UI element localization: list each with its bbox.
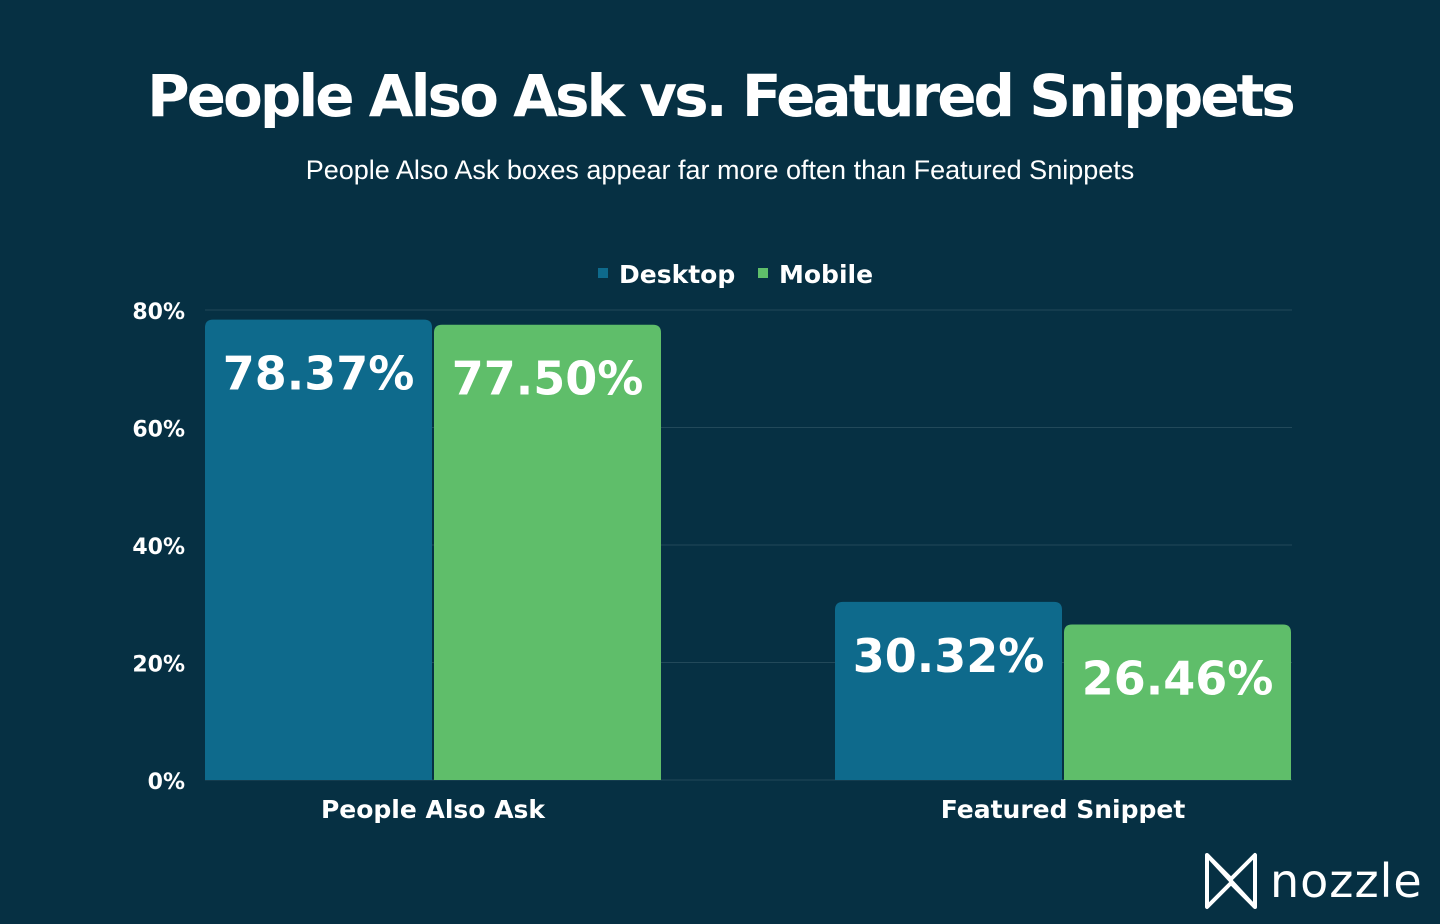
bar-desktop-1 [205,319,432,780]
nozzle-logo: nozzle [1204,852,1423,910]
legend-swatch-mobile [758,268,768,278]
bar-desktop-2 [835,601,1062,780]
data-label: 26.46% [1082,652,1274,706]
y-tick-label: 80% [132,300,185,325]
y-axis: 0% 20% 40% 60% 80% [132,300,185,795]
legend-swatch-desktop [598,268,608,278]
bar-mobile-1 [434,324,661,780]
bar-mobile-2 [1064,624,1291,780]
y-tick-label: 0% [148,770,185,795]
y-tick-label: 40% [132,535,185,560]
y-tick-label: 20% [132,653,185,678]
chart-title: People Also Ask vs. Featured Snippets [147,62,1296,130]
x-tick-label: People Also Ask [321,795,546,824]
legend-label-mobile: Mobile [779,260,873,289]
bars: 78.37% 77.50% 30.32% 26.46% [205,319,1291,780]
nozzle-logo-icon [1205,853,1257,909]
data-label: 77.50% [452,352,644,406]
x-axis: People Also Ask Featured Snippet [321,795,1185,824]
legend-label-desktop: Desktop [619,260,735,289]
data-label: 30.32% [853,629,1045,683]
y-tick-label: 60% [132,418,185,443]
brand-name: nozzle [1270,854,1423,908]
legend: Desktop Mobile [598,260,873,289]
data-label: 78.37% [223,347,415,401]
x-tick-label: Featured Snippet [941,795,1186,824]
chart-subtitle: People Also Ask boxes appear far more of… [305,155,1135,185]
